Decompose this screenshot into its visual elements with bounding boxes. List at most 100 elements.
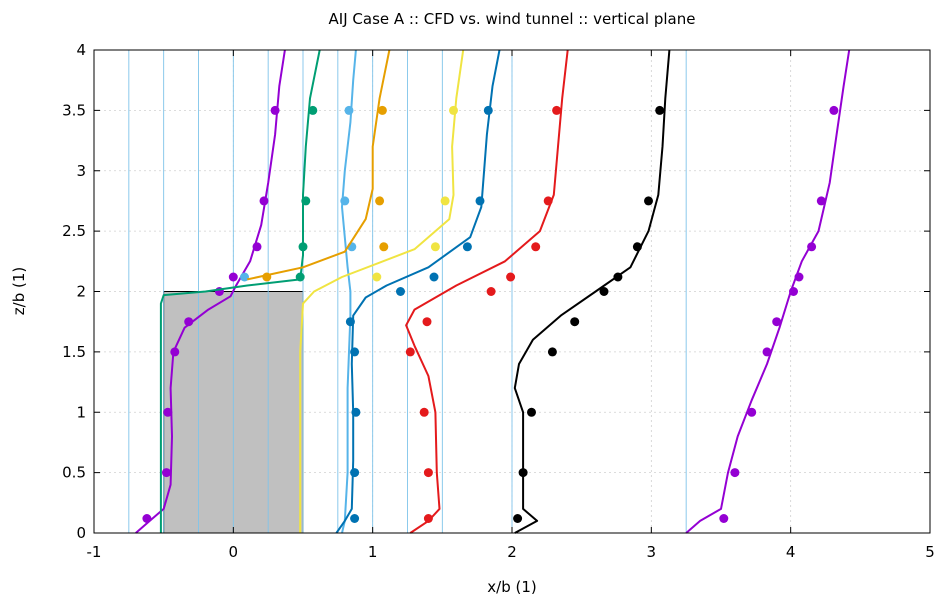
wind-tunnel-point — [396, 287, 405, 296]
wind-tunnel-point — [829, 105, 839, 115]
wind-tunnel-point — [518, 468, 528, 478]
wind-tunnel-point — [184, 317, 194, 327]
wind-tunnel-point — [772, 317, 782, 327]
wind-tunnel-point — [789, 287, 798, 296]
wind-tunnel-point — [483, 105, 493, 115]
wind-tunnel-point — [543, 196, 553, 206]
wind-tunnel-point — [613, 272, 623, 282]
series-group — [513, 49, 671, 534]
y-tick-label: 1.5 — [62, 343, 86, 361]
wind-tunnel-point — [377, 105, 387, 115]
cfd-profile-line — [159, 49, 321, 533]
wind-tunnel-point — [655, 105, 665, 115]
wind-tunnel-point — [730, 468, 740, 478]
wind-tunnel-point — [570, 317, 580, 327]
wind-tunnel-point — [486, 287, 496, 296]
x-tick-label: 4 — [786, 543, 796, 561]
wind-tunnel-point — [429, 272, 439, 282]
wind-tunnel-point — [240, 272, 249, 282]
wind-tunnel-point — [419, 407, 429, 417]
wind-tunnel-point — [295, 272, 305, 282]
wind-tunnel-point — [262, 272, 272, 282]
wind-tunnel-point — [547, 347, 557, 357]
wind-tunnel-point — [142, 514, 152, 523]
x-axis-label: x/b (1) — [487, 578, 536, 596]
wind-tunnel-point — [527, 407, 536, 417]
wind-tunnel-point — [762, 347, 772, 357]
series-group — [335, 49, 501, 534]
y-tick-label: 0.5 — [62, 464, 86, 482]
cfd-profile-line — [299, 49, 465, 533]
tick-layer: -1 0 1 2 3 4 500.511.522.533.54 — [62, 41, 935, 561]
y-tick-label: 3.5 — [62, 101, 86, 119]
series-group — [299, 49, 465, 533]
wind-tunnel-point — [350, 347, 360, 357]
wind-tunnel-point — [350, 468, 360, 478]
wind-tunnel-point — [747, 407, 757, 417]
wind-tunnel-point — [423, 468, 433, 478]
cfd-profile-line — [513, 49, 671, 534]
wind-tunnel-point — [462, 242, 472, 252]
wind-tunnel-point — [506, 272, 516, 282]
wind-tunnel-point — [552, 105, 562, 115]
x-tick-label: 0 — [229, 543, 239, 561]
y-tick-label: 2.5 — [62, 222, 86, 240]
wind-tunnel-point — [162, 468, 171, 478]
series-group — [135, 49, 286, 534]
y-tick-label: 1 — [76, 403, 86, 421]
y-tick-label: 0 — [76, 524, 86, 542]
x-tick-label: -1 — [87, 543, 102, 561]
wind-tunnel-point — [440, 196, 450, 206]
cfd-profile-line — [135, 49, 286, 534]
wind-tunnel-point — [301, 196, 311, 206]
wind-tunnel-point — [513, 514, 523, 523]
wind-tunnel-point — [252, 242, 262, 252]
wind-tunnel-point — [405, 347, 415, 357]
cfd-profile-line — [341, 49, 357, 534]
wind-tunnel-point — [259, 196, 269, 206]
cfd-profile-line — [247, 49, 391, 281]
wind-tunnel-point — [344, 105, 354, 115]
wind-tunnel-point — [351, 407, 361, 417]
x-tick-label: 3 — [647, 543, 657, 561]
wind-tunnel-point — [350, 514, 360, 523]
series-group — [159, 49, 321, 533]
wind-tunnel-point — [632, 242, 642, 252]
wind-tunnel-point — [430, 242, 440, 252]
wind-tunnel-point — [228, 272, 238, 282]
wind-tunnel-point — [345, 317, 355, 327]
y-tick-label: 3 — [76, 162, 86, 180]
wind-tunnel-point — [599, 287, 609, 296]
cfd-profile-line — [405, 49, 569, 534]
wind-tunnel-point — [379, 242, 389, 252]
wind-tunnel-point — [794, 272, 804, 282]
wind-tunnel-point — [298, 242, 308, 252]
wind-tunnel-point — [816, 196, 826, 206]
y-axis-label: z/b (1) — [10, 267, 28, 315]
x-tick-label: 2 — [507, 543, 517, 561]
y-tick-label: 2 — [76, 283, 86, 301]
series-group — [685, 49, 851, 534]
wind-tunnel-point — [475, 196, 485, 206]
cfd-profile-line — [335, 49, 501, 534]
wind-tunnel-point — [372, 272, 382, 282]
wind-tunnel-point — [719, 514, 729, 523]
wind-tunnel-point — [644, 196, 653, 206]
series-group — [247, 49, 391, 282]
wind-tunnel-point — [340, 196, 350, 206]
series-layer — [135, 49, 851, 534]
wind-tunnel-point — [375, 196, 385, 206]
series-group — [405, 49, 569, 534]
wind-tunnel-point — [422, 317, 432, 327]
wind-tunnel-point — [308, 105, 318, 115]
wind-tunnel-point — [423, 514, 433, 523]
wind-tunnel-point — [270, 105, 280, 115]
chart-title: AIJ Case A :: CFD vs. wind tunnel :: ver… — [329, 10, 696, 28]
wind-tunnel-point — [170, 347, 180, 357]
wind-tunnel-point — [449, 105, 458, 115]
x-tick-label: 5 — [925, 543, 935, 561]
wind-tunnel-point — [807, 242, 817, 252]
y-tick-label: 4 — [76, 41, 86, 59]
x-tick-label: 1 — [368, 543, 378, 561]
